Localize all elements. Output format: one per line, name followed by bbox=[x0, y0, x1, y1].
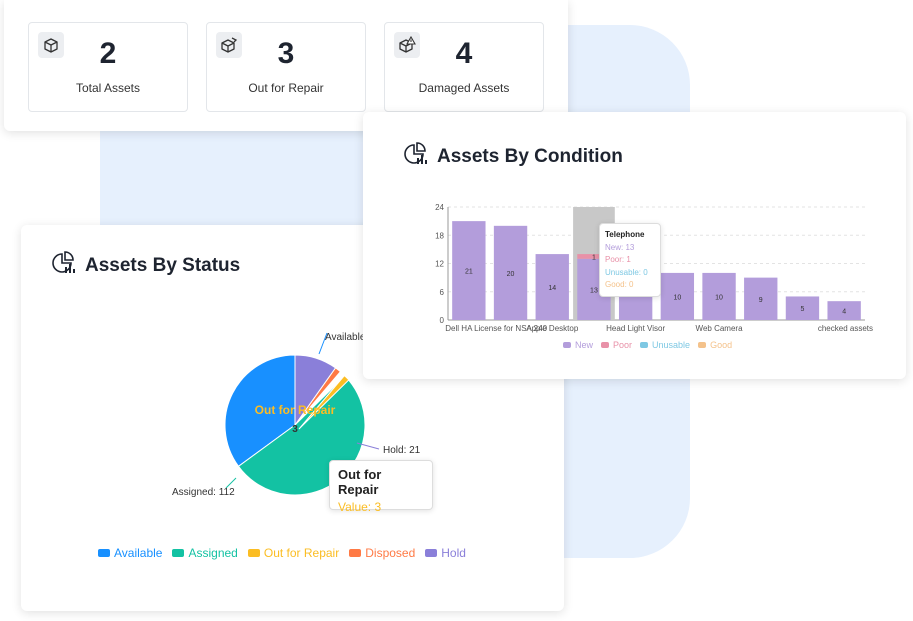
available-leader-line bbox=[318, 332, 328, 355]
y-tick-label: 6 bbox=[440, 288, 445, 297]
y-tick-label: 18 bbox=[435, 231, 444, 240]
box-icon bbox=[38, 32, 64, 58]
status-pie-chart: Available Assigned: 112 Hold: 21 Out for… bbox=[172, 332, 421, 498]
bar-new[interactable] bbox=[452, 221, 486, 320]
x-tick-label: License for NSA 240 bbox=[474, 324, 547, 333]
bar-new[interactable] bbox=[535, 254, 569, 320]
pie-slice-available[interactable] bbox=[224, 354, 296, 468]
x-tick-label: Apple Desktop bbox=[526, 324, 579, 333]
condition-tooltip-new: New: 13 bbox=[605, 242, 635, 252]
bar-new[interactable] bbox=[744, 277, 778, 320]
chart-icon bbox=[51, 251, 75, 281]
stat-label: Out for Repair bbox=[248, 81, 324, 95]
slice-label-hold: Hold: 21 bbox=[383, 445, 421, 456]
condition-tooltip-poor: Poor: 1 bbox=[605, 255, 631, 264]
condition-card-title: Assets By Condition bbox=[403, 142, 623, 172]
assets-by-status-card: Assets By Status Available Assigned: 112… bbox=[21, 225, 564, 611]
legend-item-disposed[interactable]: Disposed bbox=[349, 546, 415, 560]
status-legend: Available Assigned Out for Repair Dispos… bbox=[98, 546, 466, 560]
bar-data-label: 10 bbox=[673, 294, 681, 301]
y-tick-label: 24 bbox=[435, 203, 444, 212]
legend-item-hold[interactable]: Hold bbox=[425, 546, 466, 560]
stat-value: 2 bbox=[99, 37, 117, 70]
pie-slice-hold[interactable] bbox=[294, 354, 337, 427]
bar-poor[interactable] bbox=[577, 254, 611, 259]
stats-card: 2 Total Assets 3 Out for Repair 4 Damage… bbox=[4, 0, 568, 131]
bar-data-label: 9 bbox=[759, 297, 763, 304]
condition-title-text: Assets By Condition bbox=[437, 146, 623, 167]
repair-box-icon bbox=[216, 32, 242, 58]
bar-data-label: 14 bbox=[548, 285, 556, 292]
legend-item-good[interactable]: Good bbox=[698, 340, 732, 350]
bar-data-label: 1 bbox=[592, 254, 596, 261]
damaged-box-icon bbox=[394, 32, 420, 58]
bar-new[interactable] bbox=[827, 301, 861, 320]
tooltip-value: Value: 3 bbox=[338, 500, 382, 514]
assets-by-condition-card: Assets By Condition 21 20 14 1 13 10 10 9 5 4 0 6 1… bbox=[363, 112, 906, 379]
y-tick-label: 0 bbox=[440, 316, 445, 325]
condition-tooltip-unusable: Unusable: 0 bbox=[605, 267, 648, 277]
stat-value: 3 bbox=[277, 37, 295, 70]
x-tick-label: checked assets bbox=[818, 324, 873, 333]
bar-new[interactable] bbox=[785, 296, 820, 320]
pie-center-label: Out for Repair bbox=[255, 403, 336, 417]
status-title-text: Assets By Status bbox=[85, 255, 241, 276]
bar-new[interactable] bbox=[702, 272, 736, 320]
status-tooltip: Out for Repair Value: 3 bbox=[329, 460, 433, 514]
bar-data-label: 20 bbox=[507, 271, 515, 278]
pie-center-value: 3 bbox=[292, 424, 298, 435]
slice-label-available: Available bbox=[325, 332, 366, 343]
slice-label-assigned: Assigned: 112 bbox=[172, 487, 235, 498]
bar-new[interactable] bbox=[660, 272, 695, 320]
bar-data-label: 21 bbox=[465, 269, 473, 276]
legend-item-out-for-repair[interactable]: Out for Repair bbox=[247, 546, 339, 560]
legend-item-assigned[interactable]: Assigned bbox=[172, 546, 238, 560]
bar-data-label: 4 bbox=[842, 309, 846, 316]
assigned-leader-line bbox=[225, 477, 237, 489]
legend-item-poor[interactable]: Poor bbox=[601, 340, 632, 350]
legend-item-new[interactable]: New bbox=[563, 340, 593, 350]
y-tick-label: 12 bbox=[435, 260, 444, 269]
status-card-title: Assets By Status bbox=[51, 251, 240, 281]
legend-item-unusable[interactable]: Unusable bbox=[640, 340, 690, 350]
chart-icon bbox=[403, 142, 427, 172]
bar-new[interactable] bbox=[493, 225, 528, 320]
stat-label: Total Assets bbox=[75, 81, 141, 95]
x-tick-label: Web Camera bbox=[696, 324, 744, 333]
stat-label: Damaged Assets bbox=[418, 81, 510, 95]
stat-damaged-assets[interactable]: 4 Damaged Assets bbox=[384, 22, 544, 112]
legend-item-available[interactable]: Available bbox=[98, 546, 162, 560]
x-tick-label: Head Light Visor bbox=[606, 324, 665, 333]
bar-data-label: 10 bbox=[715, 294, 723, 301]
condition-tooltip-title: Telephone bbox=[605, 230, 645, 239]
pie-slice-out-for-repair[interactable] bbox=[298, 374, 350, 430]
condition-bar-chart: 21 20 14 1 13 10 10 9 5 4 0 6 12 18 24 Dell HA License… bbox=[435, 203, 873, 333]
bar-data-label: 5 bbox=[800, 306, 804, 313]
tooltip-title: Out for Repair bbox=[338, 467, 382, 497]
stat-total-assets[interactable]: 2 Total Assets bbox=[28, 22, 188, 112]
condition-tooltip-good: Good: 0 bbox=[605, 280, 634, 289]
x-tick-label: Dell HA bbox=[445, 324, 473, 333]
hold-leader-line bbox=[356, 442, 380, 450]
condition-tooltip: Telephone New: 13 Poor: 1 Unusable: 0 Go… bbox=[599, 223, 661, 297]
bar-data-label: 13 bbox=[590, 287, 598, 294]
stat-value: 4 bbox=[455, 37, 473, 70]
stat-out-for-repair[interactable]: 3 Out for Repair bbox=[206, 22, 366, 112]
condition-legend: New Poor Unusable Good bbox=[563, 340, 732, 350]
